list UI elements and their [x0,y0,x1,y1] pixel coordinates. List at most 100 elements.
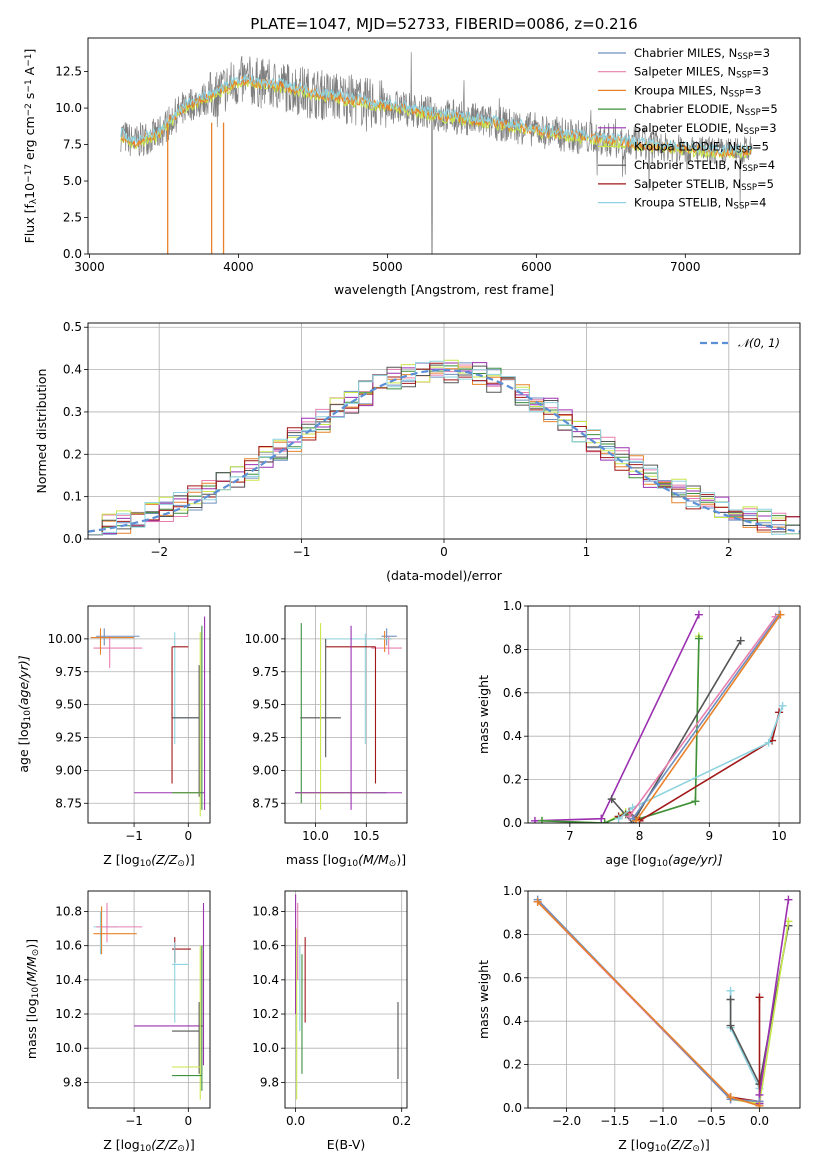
y-tick-label: 9.8 [63,1075,82,1089]
y-tick-label: 8.75 [55,796,82,810]
x-axis-label: Z [log10(Z/Z⊙)] [618,1137,709,1154]
plot-area [88,359,800,536]
y-tick-label: 0.0 [503,1101,522,1115]
y-tick-label: 0.5 [63,320,82,334]
y-tick-label: 10.2 [252,1007,279,1021]
y-tick-label: 10.0 [55,1041,82,1055]
panel-weight_vs_Z: −2.0 −1.5 −1.0 −0.5 0.0 0.0 0.2 0.4 0.6 0.8 1.0 Z [… [476,884,801,1154]
weight-marker [726,1093,735,1102]
axes-frame [87,890,211,1109]
y-tick-label: 0.2 [63,447,82,461]
legend-entry: Chabrier ELODIE, NSSP=5 [634,102,778,118]
x-tick-label: −1 [293,545,311,559]
y-tick-label: 0.0 [503,816,522,830]
weight-line-chabrier_miles [631,614,780,820]
x-tick-label: −0.5 [697,1114,726,1128]
y-tick-label: 9.50 [55,698,82,712]
plot-area [533,895,793,1108]
y-axis-label: mass [log10(M/M⊙)] [24,939,41,1059]
x-tick-label: −1.0 [648,1114,677,1128]
weight-marker [600,819,609,823]
plot-area [90,616,206,817]
legend-entry: Salpeter STELIB, NSSP=5 [634,177,774,193]
x-axis-label: mass [log10(M/M⊙)] [286,852,406,869]
panel-residuals: −2 −1 0 1 2 0.0 0.1 0.2 0.3 0.4 0.5 (data-model)/er… [34,320,801,583]
legend-entry: Kroupa MILES, NSSP=3 [634,83,761,99]
legend-entry: Salpeter ELODIE, NSSP=3 [634,121,777,137]
weight-line-salpeter_stelib [730,997,761,1103]
y-tick-label: 5.0 [63,174,82,188]
y-tick-label: 0.0 [63,247,82,261]
x-axis-label: Z [log10(Z/Z⊙)] [103,1137,194,1154]
axes-frame [527,605,801,824]
y-tick-label: 10.8 [55,905,82,919]
y-tick-label: 0.4 [503,1014,522,1028]
x-tick-label: 7 [566,829,574,843]
model-spectrum-kroupa_stelib [120,74,753,156]
x-tick-label: 0 [184,829,192,843]
y-tick-label: 10.0 [55,101,82,115]
x-tick-label: 4000 [223,260,254,274]
y-axis-label: mass weight [476,675,491,754]
y-tick-label: 9.25 [252,731,279,745]
y-axis-label: Flux [fλ10−17 erg cm−2 s−1 A−1] [22,49,39,244]
x-tick-label: 2 [725,545,733,559]
x-tick-label: 10.5 [353,829,380,843]
axes-frame [284,605,408,824]
x-tick-label: −2.0 [552,1114,581,1128]
y-tick-label: 10.00 [245,632,279,646]
weight-line-salpeter_elodie [534,614,700,822]
weight-marker [726,995,735,1004]
y-tick-label: 9.00 [55,763,82,777]
x-tick-label: 0.0 [286,1114,305,1128]
weight-marker [632,816,641,823]
weight-marker [694,634,703,643]
weight-line-chabrier_elodie [541,638,700,823]
y-tick-label: 8.75 [252,796,279,810]
y-tick-label: 0.2 [503,773,522,787]
panel-spectrum: 3000 4000 5000 6000 7000 0.0 2.5 5.0 7.5 10.0 12.5… [22,37,801,297]
y-tick-label: 10.0 [252,1041,279,1055]
weight-line-salpeter_miles [537,901,760,1103]
x-tick-label: 7000 [670,260,701,274]
y-tick-label: 0.1 [63,490,82,504]
y-tick-label: 9.75 [55,665,82,679]
y-tick-label: 10.4 [55,973,82,987]
y-tick-label: 10.00 [48,632,82,646]
x-tick-label: 0.0 [750,1114,769,1128]
x-axis-label: (data-model)/error [386,568,503,583]
plot-area [530,610,787,823]
plot-area [295,623,402,810]
axes-frame [284,890,408,1109]
y-tick-label: 0.8 [503,642,522,656]
plot-area [120,52,753,254]
legend-entry: Chabrier MILES, NSSP=3 [634,46,770,62]
legend: Chabrier MILES, NSSP=3 Salpeter MILES, NS… [598,46,778,212]
y-axis-label: age [log10(age/yr)] [16,655,33,772]
y-tick-label: 2.5 [63,211,82,225]
axes-frame [87,322,801,540]
x-tick-label: 0.2 [392,1114,411,1128]
weight-marker [530,816,539,823]
x-tick-label: 8 [636,829,644,843]
weight-marker [764,738,773,747]
y-tick-label: 0.8 [503,927,522,941]
legend-entry: Salpeter MILES, NSSP=3 [634,65,769,81]
x-tick-label: 6000 [521,260,552,274]
y-tick-label: 10.6 [55,939,82,953]
panel-age_vs_mass: 10.0 10.5 8.75 9.00 9.25 9.50 9.75 10.00 mass [l… [245,605,408,869]
weight-marker [726,986,735,995]
axes-frame [87,37,801,255]
x-axis-label: wavelength [Angstrom, rest frame] [334,282,554,297]
y-axis-label: mass weight [476,960,491,1039]
weight-marker [537,816,546,823]
panel-weight_vs_age: 7 8 9 10 0.0 0.2 0.4 0.6 0.8 1.0 age [log10(age/yr… [476,599,801,869]
legend-entry: Kroupa ELODIE, NSSP=5 [634,140,769,156]
x-axis-label: E(B-V) [327,1137,366,1152]
x-tick-label: −1.5 [600,1114,629,1128]
weight-marker [694,610,703,619]
weight-marker [533,897,542,906]
y-tick-label: 7.5 [63,138,82,152]
y-tick-label: 9.8 [260,1075,279,1089]
weight-marker [736,636,745,645]
